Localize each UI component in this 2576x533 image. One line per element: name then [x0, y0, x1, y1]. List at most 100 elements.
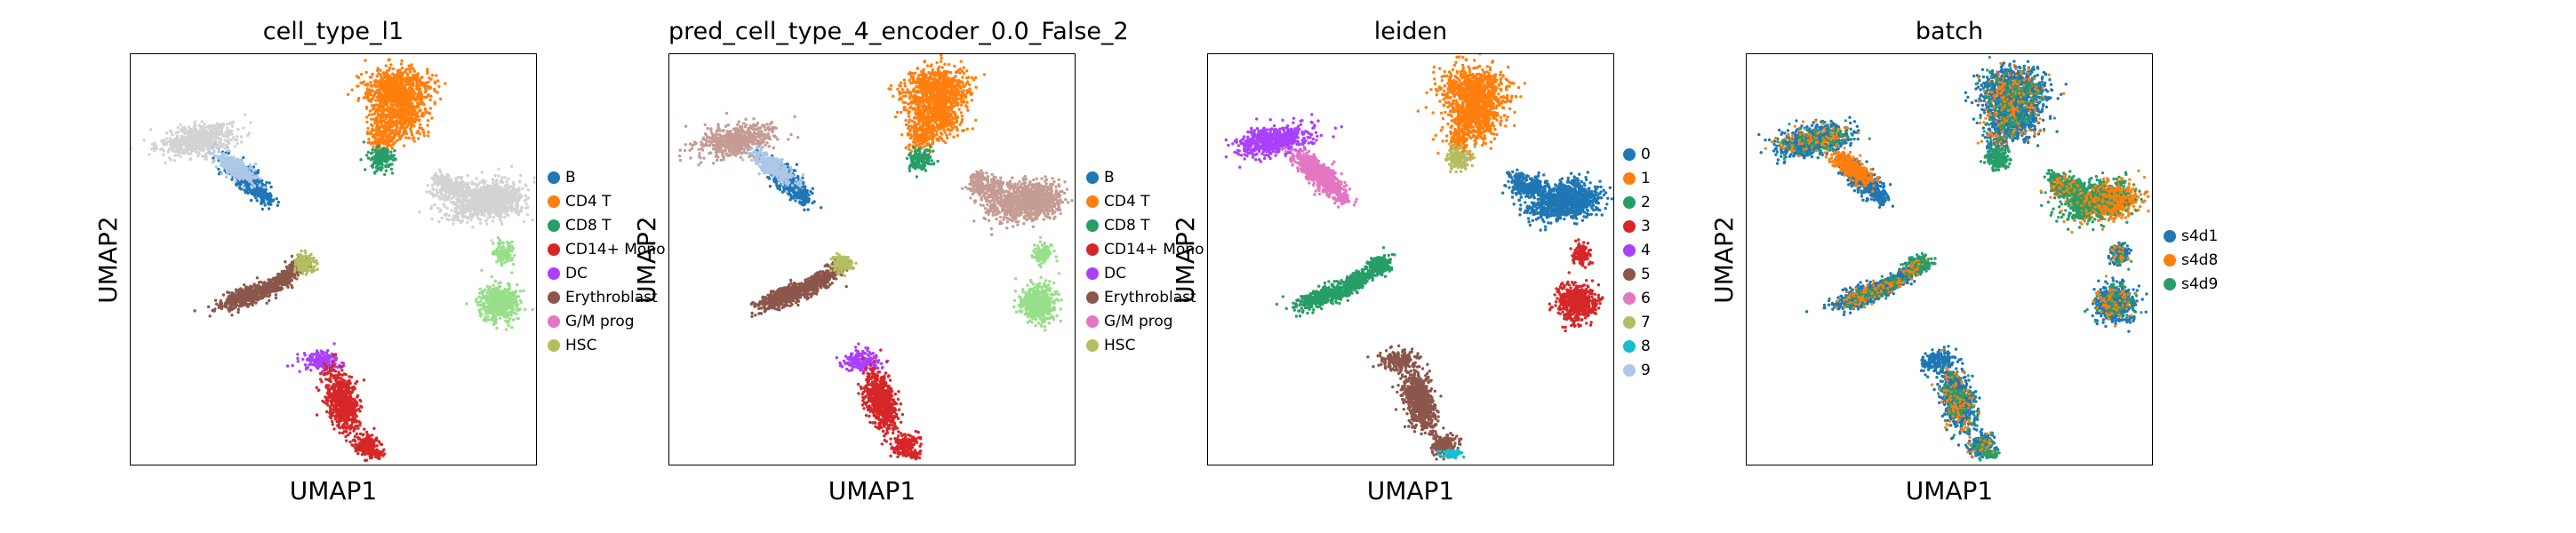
legend-label: B: [1104, 169, 1115, 187]
scatter-points: [131, 58, 536, 462]
legend-item: DC: [548, 261, 665, 285]
legend-label: DC: [1104, 265, 1126, 282]
legend-marker: [1623, 291, 1636, 305]
legend-label: 0: [1641, 146, 1651, 163]
legend: 0 1 2 3 4 5 6 7 8 9: [1623, 142, 1651, 382]
legend-label: G/M prog: [1104, 313, 1173, 330]
legend-item: 1: [1623, 166, 1651, 190]
legend-label: 5: [1641, 266, 1651, 283]
legend-item: CD14+ Mono: [548, 237, 665, 261]
legend-item: 3: [1623, 214, 1651, 238]
legend-label: s4d9: [2181, 275, 2218, 293]
legend-label: CD14+ Mono: [565, 241, 665, 259]
y-axis-label: UMAP2: [632, 216, 661, 304]
legend-label: CD8 T: [1104, 217, 1150, 235]
legend-item: s4d1: [2164, 224, 2218, 248]
legend-label: 3: [1641, 218, 1651, 235]
legend-item: G/M prog: [1086, 309, 1204, 333]
legend-marker: [1623, 339, 1636, 353]
legend-marker: [548, 219, 560, 232]
legend-label: CD4 T: [1104, 193, 1150, 211]
legend-label: G/M prog: [565, 313, 635, 330]
legend-label: 8: [1641, 338, 1651, 355]
legend-marker: [548, 266, 560, 280]
legend-marker: [548, 290, 560, 304]
x-axis-label: UMAP1: [130, 476, 537, 505]
chart-title: leiden: [1207, 18, 1614, 45]
chart-title: batch: [1746, 18, 2153, 45]
legend-label: 2: [1641, 194, 1651, 211]
legend-item: Erythroblast: [1086, 285, 1204, 309]
legend: s4d1 s4d8 s4d9: [2164, 224, 2218, 296]
legend-item: 7: [1623, 310, 1651, 334]
panel-batch: batch UMAP1 UMAP2 s4d1 s4d8 s4d9: [0, 0, 2219, 533]
legend-item: 0: [1623, 142, 1651, 166]
x-axis-label: UMAP1: [1207, 476, 1614, 505]
legend-marker: [1086, 219, 1099, 232]
legend-marker: [1086, 243, 1099, 256]
legend-marker: [1623, 363, 1636, 377]
legend-marker: [548, 195, 560, 208]
legend-label: 4: [1641, 242, 1651, 259]
legend-item: CD4 T: [1086, 189, 1204, 213]
legend-item: 4: [1623, 238, 1651, 262]
scatter-points-overlay: [1764, 55, 2147, 459]
legend-label: Erythroblast: [565, 289, 658, 306]
legend-label: CD14+ Mono: [1104, 241, 1204, 259]
scatter-area: [1224, 54, 1613, 461]
legend-marker: [1623, 315, 1636, 329]
legend-item: 6: [1623, 286, 1651, 310]
scatter-points: [1224, 54, 1613, 461]
y-axis-label: UMAP2: [1709, 216, 1739, 304]
umap-plot: [1746, 53, 2153, 465]
legend-marker: [548, 338, 560, 352]
legend-label: DC: [565, 265, 588, 282]
legend-label: B: [565, 169, 576, 187]
legend-marker: [1623, 243, 1636, 257]
legend-item: s4d8: [2164, 248, 2218, 272]
legend-label: CD8 T: [565, 217, 612, 235]
legend-marker: [548, 243, 560, 256]
legend-label: 1: [1641, 170, 1651, 187]
legend-item: Erythroblast: [548, 285, 665, 309]
legend-item: B: [1086, 165, 1204, 189]
legend-item: CD4 T: [548, 189, 665, 213]
scatter-area: [678, 54, 1074, 461]
legend-item: G/M prog: [548, 309, 665, 333]
legend-item: B: [548, 165, 665, 189]
legend: B CD4 T CD8 T CD14+ Mono DC Erythroblast G/M p…: [548, 165, 665, 357]
chart-title: cell_type_l1: [130, 18, 537, 45]
legend-item: CD14+ Mono: [1086, 237, 1204, 261]
legend-label: 7: [1641, 314, 1651, 331]
panel-cell-type: cell_type_l1 UMAP1 UMAP2 B CD4 T CD8 T CD14…: [0, 0, 666, 533]
legend-label: HSC: [1104, 337, 1135, 354]
legend-item: CD8 T: [548, 213, 665, 237]
legend-marker: [2164, 277, 2176, 290]
legend-marker: [1086, 314, 1099, 328]
legend-item: CD8 T: [1086, 213, 1204, 237]
legend-label: s4d8: [2181, 251, 2218, 269]
legend-marker: [2164, 253, 2176, 266]
umap-plot: [130, 53, 537, 465]
legend-item: HSC: [548, 333, 665, 357]
legend-label: s4d1: [2181, 227, 2218, 245]
legend-marker: [1623, 195, 1636, 209]
legend-item: DC: [1086, 261, 1204, 285]
legend: B CD4 T CD8 T CD14+ Mono DC Erythroblast G/M p…: [1086, 165, 1204, 357]
legend-marker: [1623, 267, 1636, 281]
chart-title: pred_cell_type_4_encoder_0.0_False_2: [668, 18, 1129, 45]
legend-marker: [1086, 290, 1099, 304]
legend-marker: [1086, 171, 1099, 184]
legend-marker: [1623, 171, 1636, 185]
legend-label: Erythroblast: [1104, 289, 1196, 306]
legend-marker: [1086, 195, 1099, 208]
legend-marker: [1623, 147, 1636, 161]
y-axis-label: UMAP2: [1171, 216, 1200, 304]
legend-marker: [548, 314, 560, 328]
legend-label: 9: [1641, 362, 1651, 379]
scatter-area: [131, 58, 536, 462]
panel-pred-cell-type: pred_cell_type_4_encoder_0.0_False_2 UMA…: [0, 0, 1204, 533]
legend-item: 5: [1623, 262, 1651, 286]
legend-marker: [2164, 229, 2176, 243]
legend-item: 2: [1623, 190, 1651, 214]
